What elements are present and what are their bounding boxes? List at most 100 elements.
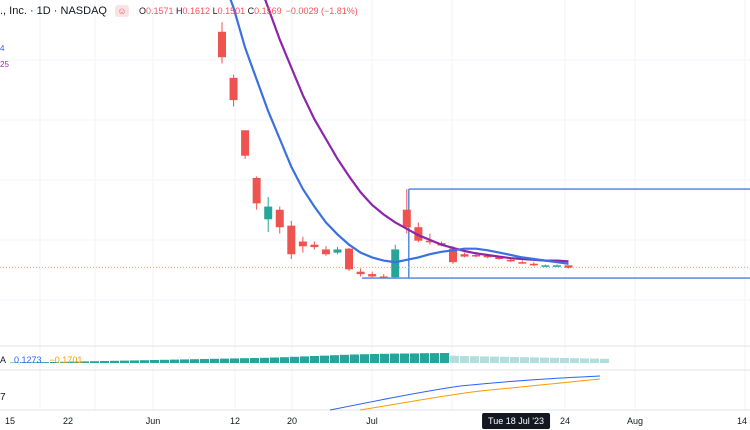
crosshair-date-label: Tue 18 Jul '23: [482, 413, 550, 429]
symbol-title[interactable]: ., Inc. · 1D · NASDAQ: [0, 5, 107, 17]
macd-bar-35: [360, 354, 369, 363]
macd-bar-23: [240, 358, 249, 363]
time-tick-label: Jul: [366, 416, 378, 426]
macd-bar-58: [590, 358, 599, 363]
macd-bar-46: [470, 356, 479, 363]
macd-line: [329, 375, 601, 411]
macd-bar-13: [140, 360, 149, 363]
macd-bar-0: [10, 362, 19, 363]
macd-bar-48: [490, 356, 499, 363]
candle-body-3: [252, 177, 261, 204]
macd-bar-17: [180, 359, 189, 363]
candle-body-15: [391, 249, 400, 278]
candle-body-23: [483, 255, 492, 258]
macd-bar-33: [340, 354, 349, 363]
macd-bar-42: [430, 353, 439, 363]
candle-body-25: [506, 259, 515, 262]
candle-body-18: [425, 240, 434, 243]
macd-bar-27: [280, 357, 289, 363]
macd-bar-9: [100, 361, 109, 363]
candle-body-22: [472, 255, 481, 257]
time-tick-label: Jun: [145, 416, 161, 426]
macd-bar-31: [320, 355, 329, 363]
macd-bar-5: [60, 361, 69, 363]
candle-body-20: [449, 248, 457, 263]
chart-grid: [0, 0, 750, 411]
candle-body-11: [345, 248, 354, 270]
lower-pane-label: 7: [0, 392, 6, 403]
candle-body-7: [298, 241, 307, 247]
candle-body-26: [518, 262, 527, 264]
macd-bar-7: [80, 361, 89, 363]
macd-bar-30: [310, 356, 319, 363]
macd-bar-24: [250, 358, 259, 363]
macd-bar-41: [420, 353, 429, 363]
time-tick-label: Aug: [626, 416, 644, 426]
candle-body-10: [333, 249, 342, 253]
macd-bar-19: [200, 359, 209, 363]
candle-body-6: [287, 225, 296, 255]
macd-bar-52: [530, 357, 539, 363]
macd-bar-59: [600, 358, 609, 363]
face-icon[interactable]: ☺: [114, 5, 129, 17]
macd-bar-8: [90, 361, 99, 363]
macd-legend[interactable]: A 0.1273 −0.1701: [0, 355, 82, 365]
ma-slow-legend[interactable]: 25: [0, 60, 9, 69]
price-range-box[interactable]: [362, 188, 750, 279]
ma-fast-line: [229, 0, 569, 265]
macd-bar-40: [410, 353, 419, 363]
candle-body-4: [264, 206, 273, 220]
macd-bar-26: [270, 357, 279, 363]
macd-prefix: A: [0, 355, 7, 365]
macd-bar-11: [120, 360, 129, 363]
candle-body-13: [368, 274, 377, 277]
candle-body-5: [275, 209, 284, 228]
macd-bar-6: [70, 361, 79, 363]
time-tick-label: 15: [4, 416, 16, 426]
candle-body-27: [529, 263, 538, 266]
chart-header: ., Inc. · 1D · NASDAQ ☺ O0.1571 H0.1612 …: [0, 3, 358, 19]
candle-body-1: [229, 77, 238, 101]
signal-line: [359, 378, 601, 411]
macd-bar-34: [350, 354, 359, 363]
macd-bar-25: [260, 357, 269, 363]
candle-body-8: [310, 244, 319, 248]
macd-bar-54: [550, 357, 559, 363]
candle-body-9: [321, 249, 330, 255]
macd-bar-43: [440, 353, 449, 363]
macd-bar-28: [290, 356, 299, 363]
macd-bar-4: [50, 362, 59, 363]
macd-bar-12: [130, 360, 139, 363]
macd-bar-56: [570, 358, 579, 363]
ma-fast-legend[interactable]: 4: [0, 44, 5, 53]
macd-bar-51: [520, 357, 529, 363]
macd-bar-49: [500, 356, 509, 363]
macd-bar-1: [20, 362, 29, 363]
candle-body-29: [552, 265, 561, 267]
time-tick-label: 12: [229, 416, 241, 426]
candle-body-30: [564, 265, 573, 268]
macd-bar-44: [450, 355, 459, 363]
signal-value: −0.1701: [49, 355, 83, 365]
ohlc-readout: O0.1571 H0.1612 L0.1501 C0.1569: [138, 6, 282, 16]
macd-bar-2: [30, 362, 39, 363]
macd-bar-10: [110, 360, 119, 363]
time-tick-label: 24: [559, 416, 571, 426]
macd-bar-16: [170, 359, 179, 363]
macd-bar-50: [510, 357, 519, 363]
time-tick-label: 20: [286, 416, 298, 426]
macd-bar-45: [460, 356, 469, 363]
macd-bar-32: [330, 355, 339, 363]
macd-bar-20: [210, 358, 219, 363]
moving-average-lines: [229, 0, 569, 265]
macd-bar-55: [560, 358, 569, 363]
macd-bar-47: [480, 356, 489, 363]
candle-body-2: [241, 130, 250, 156]
macd-bar-21: [220, 358, 229, 363]
macd-bar-36: [370, 354, 379, 363]
macd-bar-53: [540, 357, 549, 363]
macd-bar-37: [380, 353, 389, 363]
time-tick-label: 22: [62, 416, 74, 426]
candle-body-16: [402, 209, 411, 228]
